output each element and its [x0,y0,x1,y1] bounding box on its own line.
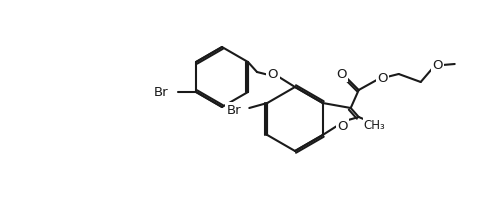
Text: O: O [377,71,388,84]
Text: CH₃: CH₃ [364,118,386,131]
Text: Br: Br [226,103,241,116]
Text: O: O [268,67,278,80]
Text: O: O [337,67,347,80]
Text: Br: Br [153,86,168,99]
Text: O: O [432,58,443,71]
Text: O: O [337,119,348,133]
